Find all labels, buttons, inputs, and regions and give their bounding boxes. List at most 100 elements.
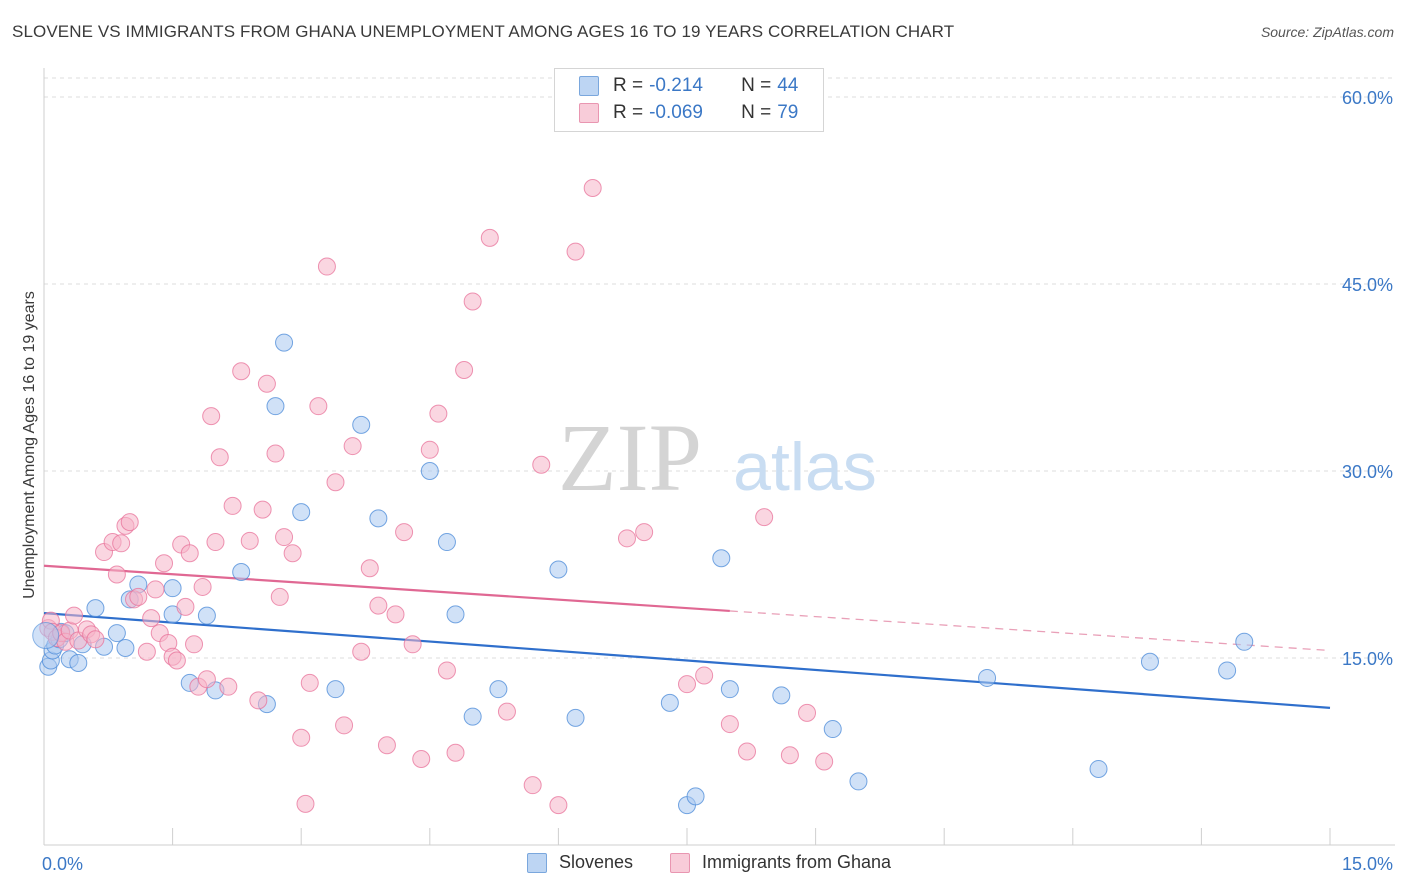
- point-ghana: [253, 500, 272, 519]
- legend-swatch-ghana: [579, 103, 599, 123]
- point-ghana: [446, 743, 465, 762]
- point-ghana: [317, 257, 336, 276]
- point-ghana: [112, 534, 131, 553]
- point-ghana: [249, 691, 268, 710]
- bottom-legend-label-slovenes: Slovenes: [559, 852, 634, 872]
- x-tick-label-max: 15.0%: [1342, 854, 1393, 874]
- point-ghana: [617, 529, 636, 548]
- point-ghana: [232, 362, 251, 381]
- point-ghana: [738, 742, 757, 761]
- point-ghana: [798, 703, 817, 722]
- point-ghana: [780, 746, 799, 765]
- point-slovenes: [69, 653, 88, 672]
- point-ghana: [755, 508, 774, 527]
- point-slovenes: [232, 562, 251, 581]
- point-ghana: [412, 749, 431, 768]
- point-ghana: [300, 673, 319, 692]
- point-slovenes: [437, 533, 456, 552]
- point-ghana: [180, 544, 199, 563]
- point-ghana: [335, 716, 354, 735]
- bottom-legend-ghana: Immigrants from Ghana: [670, 852, 891, 873]
- point-ghana: [678, 675, 696, 694]
- point-ghana: [193, 577, 212, 596]
- legend-swatch-slovenes: [579, 76, 599, 96]
- legend-n-value: 44: [777, 75, 799, 96]
- point-slovenes: [1089, 759, 1108, 778]
- point-ghana: [815, 752, 834, 771]
- point-ghana: [270, 587, 289, 606]
- legend-r-value: -0.214: [649, 75, 703, 96]
- point-slovenes: [292, 503, 311, 522]
- point-slovenes: [849, 772, 868, 791]
- point-ghana: [463, 292, 482, 311]
- point-slovenes: [1235, 632, 1254, 651]
- point-ghana: [257, 374, 276, 393]
- point-ghana: [155, 554, 174, 573]
- point-ghana: [266, 444, 285, 463]
- point-ghana: [219, 677, 238, 696]
- point-ghana: [532, 455, 551, 474]
- point-slovenes: [549, 560, 568, 579]
- point-ghana: [86, 630, 105, 649]
- point-ghana: [120, 513, 139, 532]
- point-slovenes: [32, 622, 60, 650]
- point-ghana: [142, 609, 161, 628]
- point-ghana: [386, 605, 405, 624]
- point-ghana: [146, 580, 165, 599]
- y-tick-label: 30.0%: [1342, 462, 1393, 482]
- point-ghana: [369, 596, 388, 615]
- trend-line-ghana: [43, 564, 730, 613]
- point-ghana: [695, 666, 714, 685]
- point-ghana: [210, 448, 229, 467]
- point-slovenes: [420, 462, 439, 480]
- watermark: ZIP atlas: [558, 404, 877, 511]
- bottom-legend-slovenes: Slovenes: [527, 852, 633, 873]
- point-ghana: [352, 642, 371, 661]
- point-ghana: [420, 440, 439, 459]
- point-ghana: [197, 670, 216, 689]
- point-slovenes: [772, 686, 791, 705]
- chart-title: SLOVENE VS IMMIGRANTS FROM GHANA UNEMPLO…: [12, 22, 955, 41]
- point-slovenes: [266, 397, 285, 416]
- point-ghana: [137, 642, 156, 661]
- point-ghana: [720, 715, 739, 734]
- watermark-zip: ZIP: [558, 404, 702, 511]
- legend-n-value: 79: [777, 102, 799, 123]
- y-tick-label: 45.0%: [1342, 275, 1393, 295]
- point-slovenes: [1218, 661, 1237, 680]
- legend-n-label: N =: [741, 75, 772, 96]
- trend-line-ghana-extension: [729, 610, 1331, 652]
- bottom-legend-swatch-slovenes: [527, 852, 547, 873]
- legend-n-label: N =: [741, 102, 772, 123]
- point-ghana: [497, 702, 516, 721]
- point-ghana: [275, 528, 294, 547]
- point-ghana: [296, 794, 315, 813]
- point-ghana: [167, 651, 186, 670]
- point-ghana: [437, 661, 456, 680]
- stats-legend: R = -0.214 N = 44 R = -0.069 N = 79: [554, 68, 824, 132]
- trend-lines: [43, 564, 1331, 709]
- point-slovenes: [352, 415, 371, 434]
- point-ghana: [202, 407, 221, 426]
- point-ghana: [480, 228, 499, 247]
- y-tick-label: 60.0%: [1342, 88, 1393, 108]
- bottom-legend-label-ghana: Immigrants from Ghana: [702, 852, 892, 872]
- point-slovenes: [686, 787, 705, 806]
- point-ghana: [129, 587, 148, 606]
- axes: [43, 68, 1395, 846]
- trend-line-slovenes: [43, 612, 1331, 709]
- tick-labels: 15.0% 30.0% 45.0% 60.0% 0.0% 15.0%: [42, 88, 1393, 874]
- point-ghana: [566, 242, 585, 261]
- point-ghana: [326, 473, 345, 492]
- legend-r-label: R =: [613, 102, 644, 123]
- point-ghana: [206, 533, 225, 552]
- legend-row-ghana: R = -0.069 N = 79: [579, 101, 798, 125]
- point-ghana: [403, 635, 422, 654]
- point-slovenes: [566, 708, 585, 727]
- point-ghana: [343, 437, 362, 456]
- point-ghana: [635, 523, 654, 542]
- point-ghana: [309, 397, 328, 416]
- point-ghana: [395, 523, 414, 542]
- point-ghana: [292, 728, 311, 747]
- point-slovenes: [197, 606, 216, 625]
